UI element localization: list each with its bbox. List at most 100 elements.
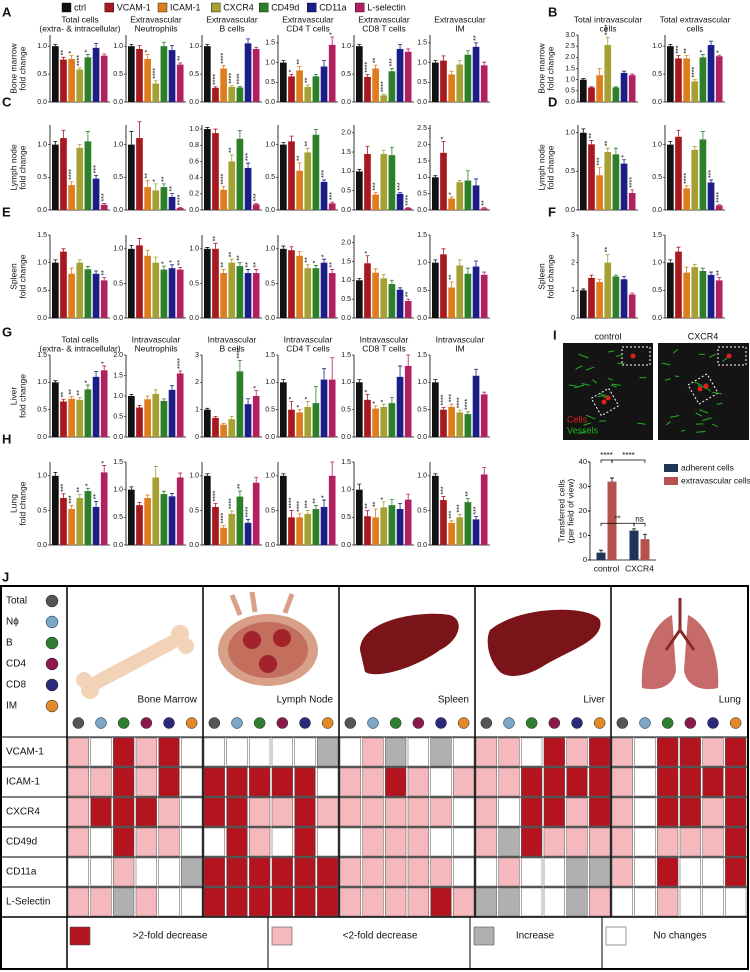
- y-tick-label: 1.5: [265, 40, 275, 47]
- heatmap-cell: [475, 857, 497, 887]
- bar: [388, 505, 396, 545]
- y-tick-label: 0.0: [265, 434, 275, 441]
- cell-decoration: [601, 399, 607, 405]
- y-axis-label: Spleen: [8, 263, 18, 290]
- bar: [144, 497, 151, 545]
- heatmap-cell: [294, 827, 316, 857]
- vessel-decoration: [699, 409, 709, 414]
- significance-stars: **: [161, 176, 168, 182]
- bar: [280, 144, 287, 210]
- error-bar: [77, 259, 82, 263]
- chart-title: Extravascular: [282, 14, 334, 24]
- bar: [236, 87, 244, 102]
- significance-stars: ****: [77, 55, 84, 66]
- y-tick-label: 0.5: [341, 188, 351, 195]
- error-bar: [692, 79, 697, 82]
- significance-stars: ****: [364, 61, 371, 72]
- y-tick-label: 0.5: [341, 407, 351, 414]
- bar: [388, 71, 396, 102]
- error-bar: [406, 354, 411, 366]
- y-tick-label: 1.5: [341, 459, 351, 466]
- heatmap-cell: [181, 767, 203, 797]
- legend-swatch: [259, 2, 269, 13]
- vessel-decoration: [578, 431, 586, 435]
- bar: [715, 56, 723, 102]
- heatmap-cell: [67, 737, 89, 767]
- error-bar: [178, 62, 183, 65]
- error-bar: [630, 73, 635, 76]
- cell-type-icon: [45, 657, 59, 671]
- heatmap-cell: [634, 767, 656, 797]
- vessel-decoration: [578, 353, 589, 359]
- y-axis-label: fold change: [17, 374, 27, 418]
- bar: [220, 273, 227, 318]
- y-axis-label: Bone marrow: [8, 42, 18, 93]
- error-bar: [398, 287, 403, 290]
- bar: [715, 205, 723, 210]
- cell-type-label: CD4: [6, 659, 26, 670]
- error-bar: [145, 494, 150, 498]
- bar: [699, 57, 707, 102]
- heatmap-cell: [611, 737, 633, 767]
- heatmap-cell: [566, 767, 588, 797]
- heatmap-cell: [271, 887, 293, 917]
- heatmap-cell: [249, 827, 271, 857]
- significance-stars: ****: [220, 173, 227, 184]
- chart-title: CD8 T cells: [362, 23, 406, 33]
- error-bar: [373, 64, 378, 69]
- error-bar: [237, 490, 242, 497]
- bar: [629, 530, 639, 560]
- error-bar: [357, 44, 362, 47]
- significance-stars: *: [364, 251, 371, 254]
- cell-type-label: IM: [6, 701, 17, 712]
- legend-label: ctrl: [74, 2, 86, 12]
- bar: [675, 58, 682, 102]
- bar: [288, 250, 295, 318]
- error-bar: [94, 42, 99, 48]
- chart-title: Neutrophils: [135, 23, 178, 33]
- significance-stars: ****: [220, 512, 227, 523]
- heatmap-cell: [67, 887, 89, 917]
- y-tick-label: 0.5: [417, 287, 427, 294]
- error-bar: [289, 401, 294, 410]
- error-bar: [643, 533, 647, 540]
- bar: [68, 509, 75, 545]
- error-bar: [474, 368, 479, 376]
- bar: [204, 409, 211, 437]
- y-tick-label: 40: [579, 457, 587, 466]
- y-tick-label: 0.0: [341, 434, 351, 441]
- heatmap-cell: [679, 857, 701, 887]
- bar: [596, 282, 603, 318]
- error-bar: [53, 44, 58, 47]
- error-bar: [457, 259, 462, 266]
- cell-decoration: [630, 353, 636, 359]
- error-bar: [433, 379, 438, 383]
- bar: [212, 88, 219, 102]
- heatmap-cell: [385, 887, 407, 917]
- y-tick-label: 1.0: [113, 141, 123, 148]
- bar: [356, 171, 363, 210]
- heatmap-cell: [453, 767, 475, 797]
- heatmap-cell: [407, 887, 429, 917]
- bar: [76, 69, 84, 102]
- vessel-decoration: [616, 353, 624, 357]
- bar: [604, 152, 612, 210]
- chart-title: Intravascular: [284, 334, 333, 344]
- cell-type-icon: [72, 717, 85, 729]
- heatmap-cell: [362, 767, 384, 797]
- error-bar: [441, 140, 446, 153]
- cell-type-label: Total: [6, 596, 27, 607]
- significance-stars: *: [101, 460, 108, 463]
- significance-stars: ***: [708, 169, 715, 177]
- error-bar: [449, 196, 454, 199]
- significance-stars: ****: [212, 74, 219, 85]
- bar: [84, 389, 92, 437]
- y-tick-label: 1.0: [37, 141, 47, 148]
- bar: [388, 155, 396, 210]
- liver-illustration: [487, 609, 601, 676]
- heatmap-cell: [294, 857, 316, 887]
- significance-stars: ****: [153, 68, 160, 79]
- significance-stars: ****: [381, 81, 388, 92]
- bar: [372, 194, 379, 210]
- cell-type-icon: [45, 594, 59, 608]
